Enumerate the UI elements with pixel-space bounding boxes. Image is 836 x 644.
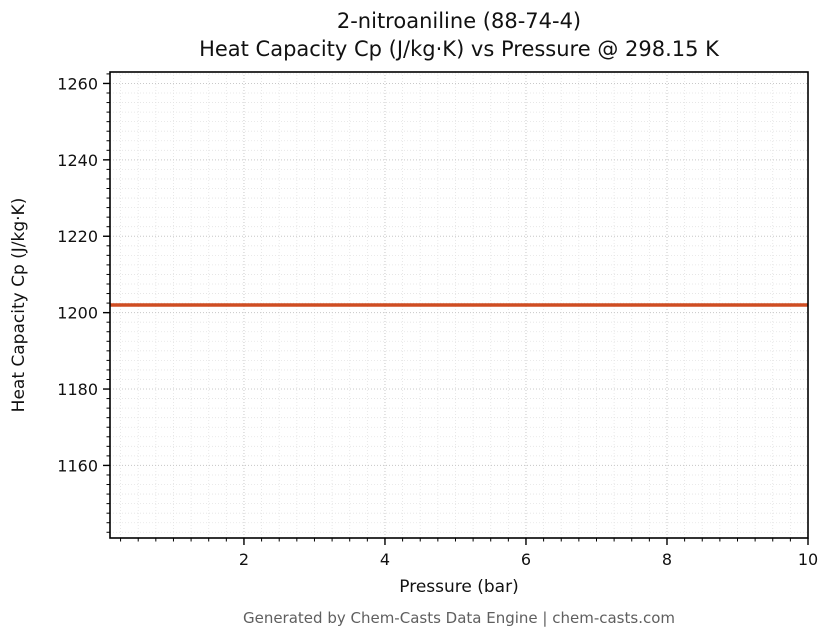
plot-area: 2 4 6 8 10 1160 1180 1200 1220 1240 1260 xyxy=(57,71,818,569)
x-axis-label: Pressure (bar) xyxy=(399,577,518,597)
y-tick-label: 1200 xyxy=(57,304,98,323)
x-tick-label: 8 xyxy=(662,550,672,569)
x-tick-label: 6 xyxy=(521,550,531,569)
y-tick-label: 1260 xyxy=(57,74,98,93)
footer-text: Generated by Chem-Casts Data Engine | ch… xyxy=(243,609,675,627)
y-tick-label: 1180 xyxy=(57,380,98,399)
x-tick-label: 4 xyxy=(380,550,390,569)
axes-border xyxy=(109,71,809,539)
y-tick-label: 1240 xyxy=(57,151,98,170)
chart-title: 2-nitroaniline (88-74-4) xyxy=(337,9,581,33)
y-axis-label: Heat Capacity Cp (J/kg·K) xyxy=(9,198,29,413)
x-tick-label: 2 xyxy=(239,550,249,569)
x-tick-label: 10 xyxy=(798,550,818,569)
y-tick-label: 1220 xyxy=(57,227,98,246)
y-tick-label: 1160 xyxy=(57,456,98,475)
chart-subtitle: Heat Capacity Cp (J/kg·K) vs Pressure @ … xyxy=(199,37,720,61)
